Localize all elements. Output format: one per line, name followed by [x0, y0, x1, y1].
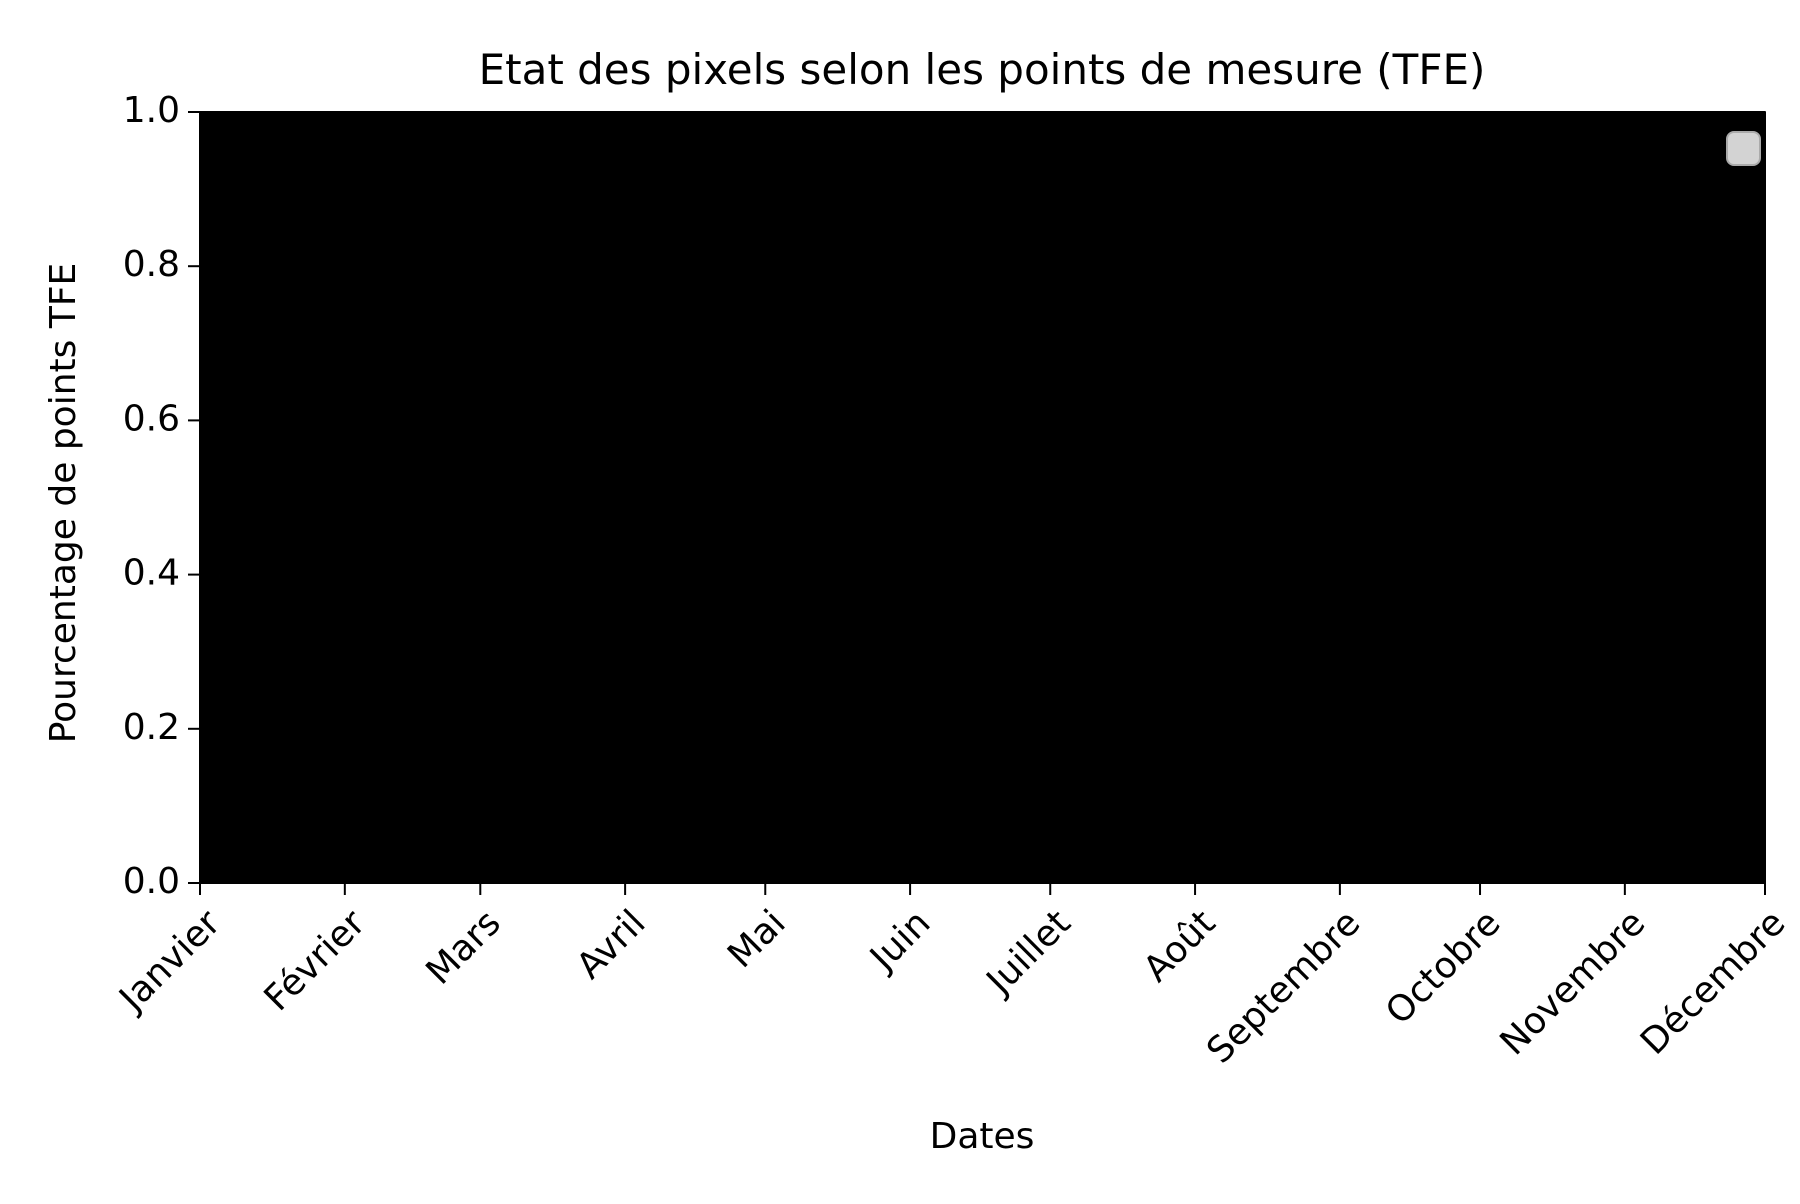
x-tick-label-2: Mars	[418, 902, 508, 992]
x-tick-label-4: Mai	[720, 902, 794, 976]
chart-title: Etat des pixels selon les points de mesu…	[479, 45, 1486, 94]
y-tick-label-1: 0.2	[123, 707, 180, 748]
x-tick-label-9: Octobre	[1378, 902, 1508, 1032]
x-tick-label-8: Septembre	[1199, 902, 1368, 1071]
x-tick-label-3: Avril	[569, 902, 654, 987]
x-tick-label-5: Juin	[861, 902, 938, 979]
x-tick-label-0: Janvier	[111, 902, 229, 1020]
y-tick-label-4: 0.8	[123, 244, 180, 285]
y-axis-label: Pourcentage de points TFE	[43, 263, 84, 744]
area-series-0	[199, 111, 1766, 884]
x-tick-label-11: Décembre	[1633, 902, 1793, 1062]
y-tick-label-3: 0.6	[123, 398, 180, 439]
x-axis-label: Dates	[930, 1116, 1035, 1157]
y-tick-label-0: 0.0	[123, 861, 180, 902]
x-tick-label-7: Août	[1136, 902, 1224, 990]
x-tick-label-6: Juillet	[978, 902, 1079, 1003]
legend-box	[1726, 131, 1761, 166]
y-tick-label-2: 0.4	[123, 553, 180, 594]
x-tick-label-1: Février	[257, 902, 374, 1019]
x-tick-label-10: Novembre	[1492, 902, 1653, 1063]
y-tick-label-5: 1.0	[123, 90, 180, 131]
